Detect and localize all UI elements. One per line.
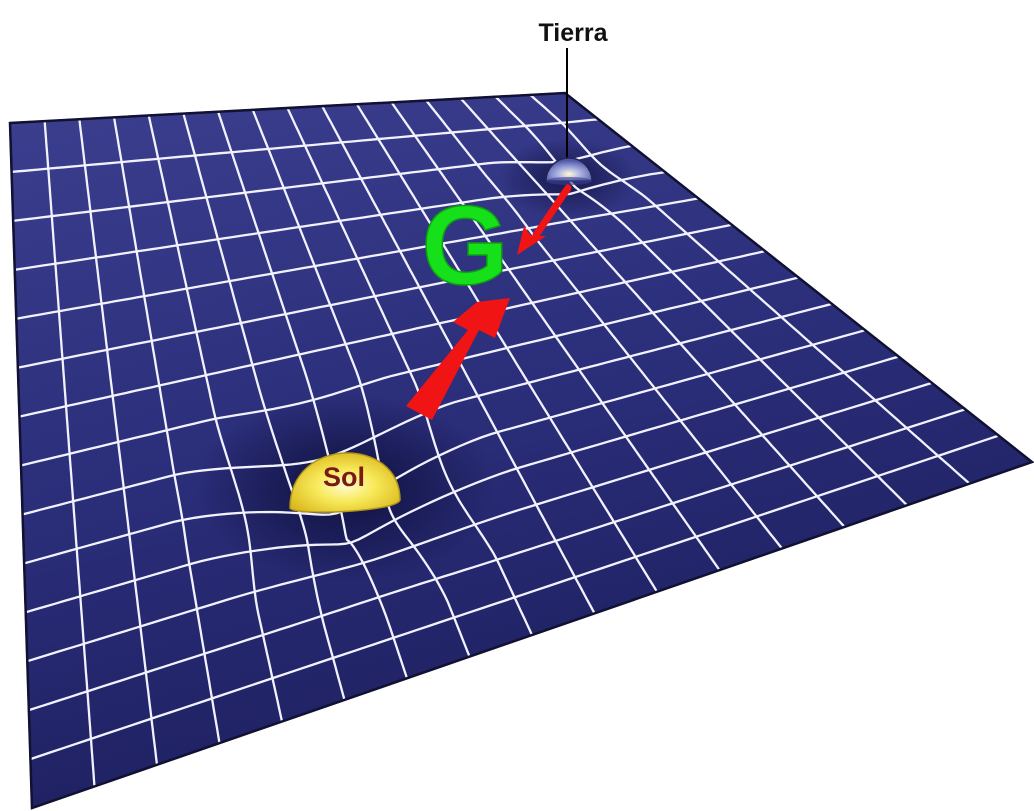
sheet-border (8, 91, 1034, 810)
earth-label: Tierra (538, 19, 608, 47)
gravity-letter: G (421, 183, 508, 308)
sun-force-arrow (406, 298, 510, 420)
earth-sphere-icon (545, 157, 593, 185)
grid-lines (10, 93, 1000, 788)
sun-label: Sol (323, 462, 365, 492)
sun-sphere-icon (289, 452, 401, 513)
earth-force-arrow (517, 184, 572, 255)
